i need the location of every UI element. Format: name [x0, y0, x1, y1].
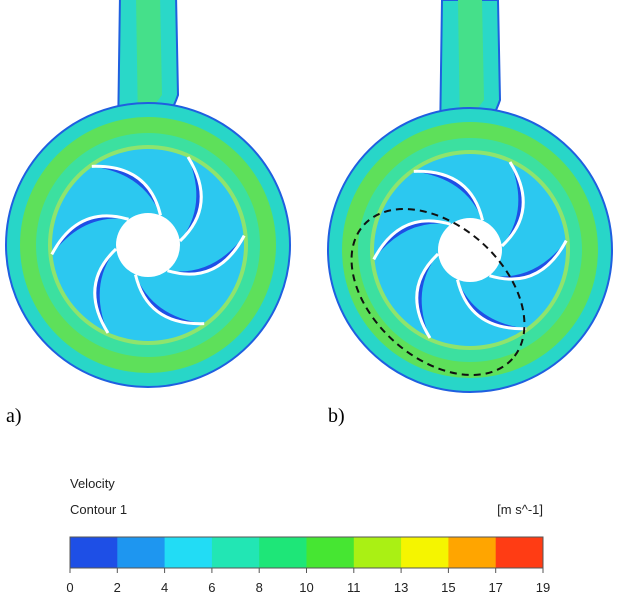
color-swatch	[211, 537, 260, 568]
tick-label: 17	[488, 580, 502, 595]
color-swatch	[353, 537, 402, 568]
highlight-ellipse	[350, 208, 526, 376]
pump-contour-a	[4, 0, 292, 389]
pump-contour-b	[326, 0, 614, 394]
color-swatch	[448, 537, 497, 568]
color-swatch	[70, 537, 118, 568]
legend-subtitle: Contour 1	[70, 502, 127, 517]
tick-label: 8	[256, 580, 263, 595]
tick-label: 11	[347, 580, 361, 595]
panel-label: b)	[328, 405, 345, 427]
tick-label: 6	[208, 580, 215, 595]
color-swatch	[495, 537, 544, 568]
tick-label: 0	[66, 580, 73, 595]
colorbar: 0 2 4 6 8 10 11 13 15 17 19	[66, 536, 550, 595]
tick-label: 4	[161, 580, 168, 595]
panel-label: a)	[6, 405, 22, 427]
color-swatch	[164, 537, 213, 568]
tick-label: 15	[441, 580, 455, 595]
color-swatch	[117, 537, 166, 568]
tick-label: 2	[114, 580, 121, 595]
tick-label: 10	[299, 580, 313, 595]
legend-unit: [m s^-1]	[497, 502, 543, 517]
color-swatch	[259, 537, 307, 568]
color-swatch	[401, 537, 449, 568]
tick-label: 19	[536, 580, 550, 595]
legend-title: Velocity	[70, 476, 115, 491]
tick-label: 13	[394, 580, 408, 595]
color-swatch	[306, 537, 355, 568]
